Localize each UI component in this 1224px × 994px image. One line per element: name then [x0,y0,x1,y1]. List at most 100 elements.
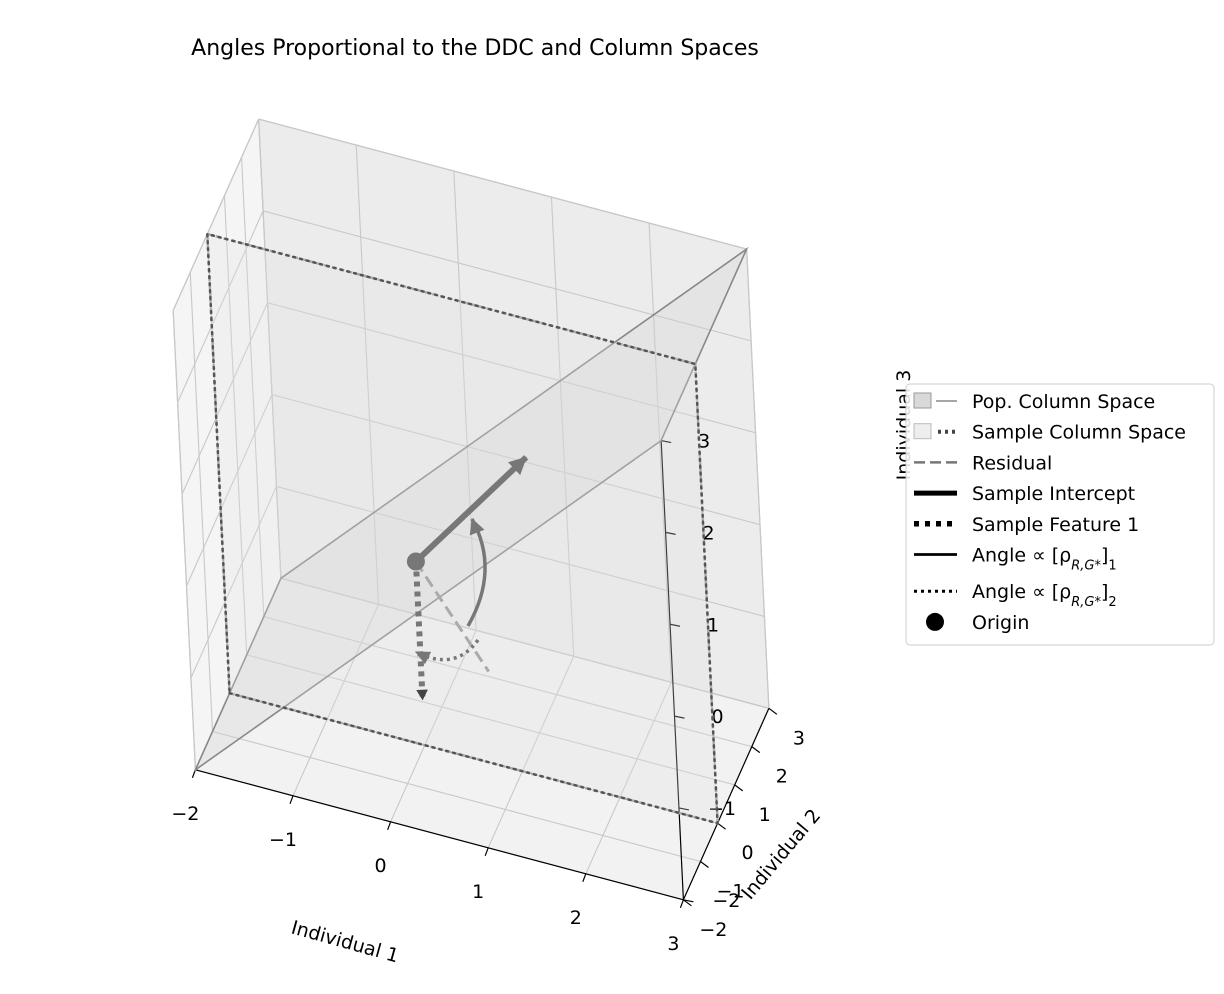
x-tick [679,899,684,909]
z-gridline-side [181,302,269,495]
x-tick [582,873,587,883]
legend-swatch-sample [913,423,932,440]
x-tick-label: 1 [472,881,484,903]
residual-vector [414,560,490,673]
x-gridline-back [453,171,477,631]
legend: Pop. Column Space Sample Column Space Resi… [905,383,1215,646]
z-tick [661,439,672,444]
x-tick-label: −2 [171,803,199,825]
z-tick-label: −2 [712,890,740,912]
legend-marker-origin [926,612,944,631]
y-tick [768,707,778,715]
x-tick-label: −1 [269,829,297,851]
y-tick-label: 2 [776,766,788,788]
axis-gridlines [172,118,770,901]
legend-label: Residual [972,452,1052,474]
sample-intercept-arrowhead [508,456,527,476]
x-gridline-back [550,197,575,657]
legend-label: Pop. Column Space [972,391,1155,413]
z-gridline-side [190,486,277,679]
y-gridline-side [241,157,265,617]
x-gridline-floor [487,656,575,849]
y-tick [751,746,761,754]
z-gridline-side [177,210,264,403]
x-gridline-floor [292,604,380,797]
y-tick-label: −1 [716,881,744,903]
x-tick-label: 3 [667,933,679,955]
legend-swatch-pop [913,392,932,409]
vector-layer [406,455,529,701]
legend-item-pop: Pop. Column Space [913,391,1155,413]
x-tick [484,847,489,857]
z-gridline-back [276,485,765,617]
angle-1-arrowhead [469,517,485,536]
sample-intercept-vector [413,455,529,564]
y-tick [700,861,709,868]
origin-point [406,552,425,571]
x-tick [289,795,294,805]
y-gridline-side [258,119,282,579]
z-tick [665,531,676,535]
x-axis-line [195,769,684,901]
z-tick [669,623,681,627]
z-tick-label: −1 [708,798,736,820]
z-tick [683,899,694,903]
legend-label: Sample Column Space [972,422,1186,444]
floor-pane [195,578,769,900]
y-axis-line [682,708,770,901]
legend-label: Origin [972,612,1029,634]
x-tick [387,821,392,831]
y-tick-label: 0 [742,842,754,864]
legend-item-feature: Sample Feature 1 [914,514,1139,536]
y-gridline-side [189,272,214,732]
z-gridline-side [185,394,273,587]
y-tick [734,784,744,792]
y-tick [717,822,726,830]
legend-item-residual: Residual [914,452,1052,474]
x-axis-label: Individual 1 [289,917,402,968]
y-gridline-floor [212,730,701,863]
chart-title: Angles Proportional to the DDC and Colum… [191,36,759,61]
z-tick-label: 3 [698,431,710,453]
y-tick-label: 3 [793,727,805,749]
legend-frame [905,383,1215,646]
x-gridline-floor [585,682,672,875]
z-tick [678,807,690,811]
x-gridline-back [746,249,770,709]
legend-label: Sample Intercept [972,483,1135,505]
z-gridline-back [262,210,752,342]
y-gridline-side [172,310,196,770]
z-gridline-side [172,118,260,311]
sample-feature-1-arrowhead [416,689,428,701]
z-gridline-back [271,394,761,526]
sample-feature-1-vector [412,561,426,700]
y-tick-label: −2 [699,919,727,941]
angle-2-arrowhead [414,651,432,665]
z-gridline-back [258,118,747,250]
z-gridline-back [280,577,770,709]
side-pane [173,119,281,770]
z-tick-label: 0 [711,706,723,728]
legend-item-intercept: Sample Intercept [914,483,1135,505]
x-gridline-back [355,145,380,605]
x-tick-label: 0 [375,855,387,877]
y-gridline-side [223,195,248,655]
z-axis-line [660,440,684,900]
legend-item-origin: Origin [926,612,1029,634]
legend-label: Sample Feature 1 [972,514,1139,536]
z-tick-label: 1 [707,614,719,636]
y-gridline-floor [263,616,752,748]
legend-item-sample: Sample Column Space [913,422,1186,444]
x-gridline-back [648,223,672,683]
x-gridline-floor [390,630,477,823]
z-tick [674,715,685,719]
y-tick [683,899,692,907]
sample-column-space-plane [207,234,718,824]
y-tick-label: 1 [759,804,771,826]
z-tick-label: 2 [703,522,715,544]
x-tick-label: 2 [570,907,582,929]
axis-lines [195,440,770,901]
